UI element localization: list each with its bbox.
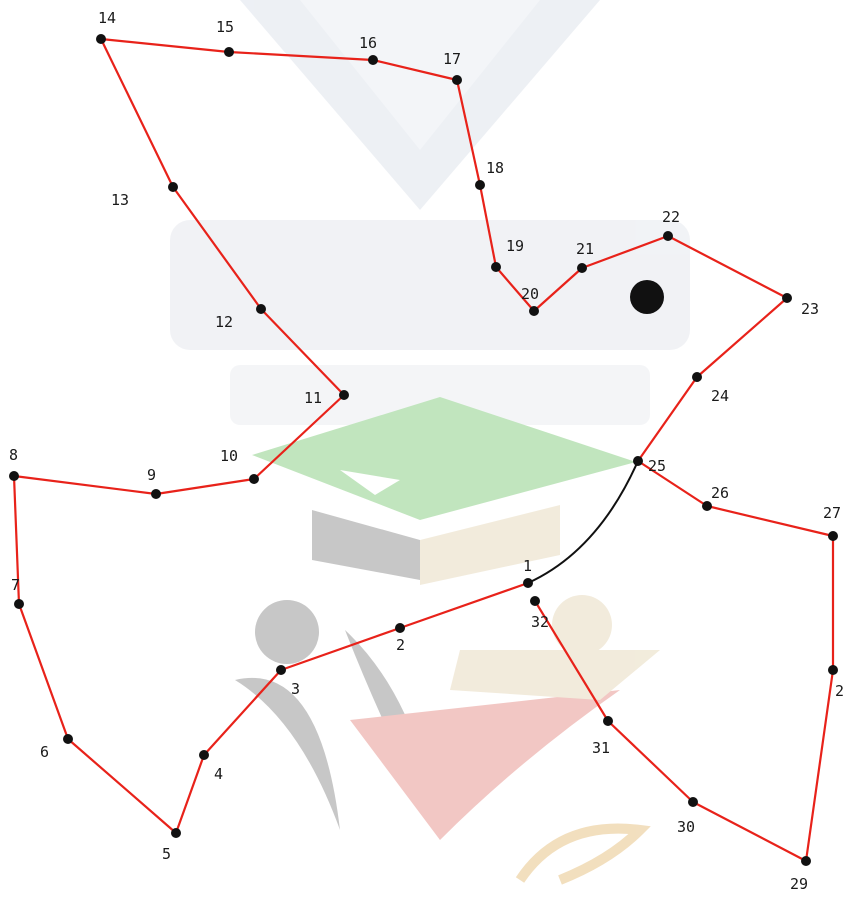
eye-dot	[630, 280, 664, 314]
dot-label-23: 23	[801, 300, 819, 318]
dot-21	[577, 263, 587, 273]
watermark-red-sweep	[350, 690, 620, 840]
dot-6	[63, 734, 73, 744]
dot-label-9: 9	[147, 466, 156, 484]
dot-label-3: 3	[291, 680, 300, 698]
dot-22	[663, 231, 673, 241]
watermark-text-block	[230, 365, 650, 425]
watermark-cap-arrow	[340, 470, 400, 495]
dot-12	[256, 304, 266, 314]
watermark-cap-band	[420, 505, 560, 585]
dot-10	[249, 474, 259, 484]
watermark-logo	[170, 0, 690, 885]
watermark-script-stroke	[515, 823, 651, 885]
dot-label-25: 25	[648, 457, 666, 475]
dot-11	[339, 390, 349, 400]
dot-path-line	[12, 37, 835, 863]
dot-8	[9, 471, 19, 481]
dot-24	[692, 372, 702, 382]
dot-label-21: 21	[576, 240, 594, 258]
dot-32	[530, 596, 540, 606]
dot-label-30: 30	[677, 818, 695, 836]
dot-label-8: 8	[9, 446, 18, 464]
dot-label-31: 31	[592, 739, 610, 757]
dot-label-11: 11	[304, 389, 322, 407]
watermark-cap-band	[312, 510, 420, 580]
connector-curve	[527, 460, 639, 584]
dot-7	[14, 599, 24, 609]
watermark-person-head	[255, 600, 319, 664]
dot-4	[199, 750, 209, 760]
dot-17	[452, 75, 462, 85]
dot-label-26: 26	[711, 484, 729, 502]
dot-26	[702, 501, 712, 511]
dot-3	[276, 665, 286, 675]
dot-label-7: 7	[11, 576, 20, 594]
dot-29	[801, 856, 811, 866]
dot-label-13: 13	[111, 191, 129, 209]
watermark-tan-sweep	[450, 650, 660, 700]
dot-19	[491, 262, 501, 272]
watermark-text-block	[170, 220, 690, 350]
dot-16	[368, 55, 378, 65]
dot-13	[168, 182, 178, 192]
dot-18	[475, 180, 485, 190]
dot-28	[828, 665, 838, 675]
dot-label-4: 4	[214, 765, 223, 783]
dot-label-6: 6	[40, 743, 49, 761]
dot-label-29: 29	[790, 875, 808, 893]
dot-label-17: 17	[443, 50, 461, 68]
dot-label-28: 28	[835, 682, 844, 700]
dot-label-15: 15	[216, 18, 234, 36]
dot-label-12: 12	[215, 313, 233, 331]
watermark-person-head	[552, 595, 612, 655]
dot-label-20: 20	[521, 285, 539, 303]
dot-label-16: 16	[359, 34, 377, 52]
dot-label-22: 22	[662, 208, 680, 226]
dot-label-18: 18	[486, 159, 504, 177]
dot-20	[529, 306, 539, 316]
dot-31	[603, 716, 613, 726]
dot-label-14: 14	[98, 9, 116, 27]
dot-label-1: 1	[523, 557, 532, 575]
dot-27	[828, 531, 838, 541]
dot-label-5: 5	[162, 845, 171, 863]
dot-2	[395, 623, 405, 633]
dot-label-32: 32	[531, 613, 549, 631]
dot-label-24: 24	[711, 387, 729, 405]
dot-14	[96, 34, 106, 44]
dot-25	[633, 456, 643, 466]
dot-23	[782, 293, 792, 303]
dot-30	[688, 797, 698, 807]
dot-label-27: 27	[823, 504, 841, 522]
watermark-book-shape	[300, 0, 540, 150]
watermark-person-body	[235, 677, 340, 830]
dot-5	[171, 828, 181, 838]
dot-label-2: 2	[396, 636, 405, 654]
dot-label-19: 19	[506, 237, 524, 255]
dot-9	[151, 489, 161, 499]
dots-group	[9, 34, 838, 866]
dot-label-10: 10	[220, 447, 238, 465]
dot-15	[224, 47, 234, 57]
watermark-cap-top	[252, 397, 636, 520]
dot-1	[523, 578, 533, 588]
